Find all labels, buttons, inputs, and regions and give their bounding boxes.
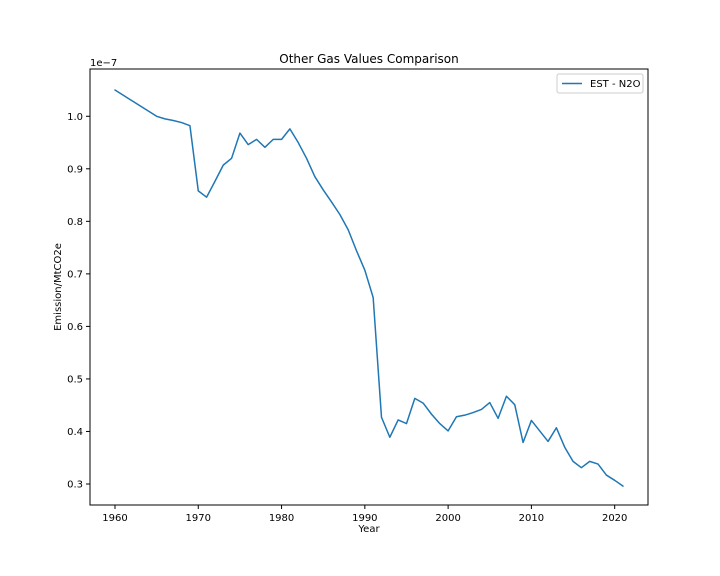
y-axis-label: Emission/MtCO2e: [53, 243, 64, 331]
x-tick-label: 1990: [352, 513, 377, 524]
x-tick-label: 1960: [102, 513, 127, 524]
x-tick-label: 2010: [519, 513, 544, 524]
series-line-est-n2o: [114, 89, 624, 487]
plot-area-frame: [89, 68, 649, 506]
series-layer: [114, 89, 624, 487]
y-tick-label: 0.4: [67, 427, 83, 438]
x-tick-label: 2000: [435, 513, 460, 524]
y-tick-label: 0.9: [67, 164, 83, 175]
x-tick-label: 1970: [186, 513, 211, 524]
chart-title: Other Gas Values Comparison: [279, 52, 458, 66]
y-tick-label: 1.0: [67, 112, 83, 123]
x-axis-label: Year: [357, 524, 380, 535]
y-axis-ticks: 0.3 0.4 0.5 0.6 0.7 0.8 0.9 1.0: [67, 112, 90, 490]
x-tick-label: 1980: [269, 513, 294, 524]
y-axis-offset-label: 1e−7: [90, 58, 117, 69]
x-tick-label: 2020: [602, 513, 627, 524]
y-tick-label: 0.5: [67, 374, 83, 385]
y-tick-label: 0.8: [67, 217, 83, 228]
y-tick-label: 0.6: [67, 322, 83, 333]
y-tick-label: 0.3: [67, 479, 83, 490]
x-axis-ticks: 1960 1970 1980 1990 2000 2010 2020: [102, 505, 627, 524]
y-tick-label: 0.7: [67, 269, 83, 280]
legend: EST - N2O: [556, 73, 644, 94]
legend-box: [556, 73, 644, 94]
legend-label-est-n2o: EST - N2O: [590, 79, 641, 90]
